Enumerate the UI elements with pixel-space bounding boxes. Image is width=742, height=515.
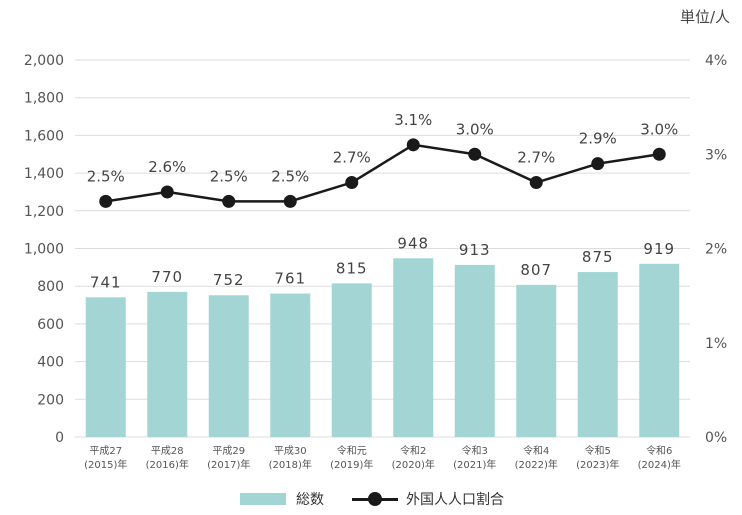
bar [577, 272, 618, 437]
bar-value-label: 919 [643, 240, 675, 258]
bar [147, 291, 188, 437]
x-tick-label: 令和5 [585, 444, 611, 457]
bar-value-label: 948 [397, 234, 429, 252]
x-tick-label-year: (2016)年 [146, 458, 189, 471]
bar [270, 293, 311, 437]
x-tick-label-year: (2021)年 [453, 458, 496, 471]
bar [331, 283, 372, 437]
x-tick-label: 平成28 [151, 445, 184, 457]
x-tick-label-year: (2019)年 [330, 458, 373, 471]
x-tick-label: 令和2 [400, 444, 426, 457]
bar-value-label: 875 [582, 248, 614, 266]
line-value-label: 2.7% [333, 149, 371, 167]
y-right-tick-label: 0% [705, 430, 727, 446]
x-tick-label: 令和4 [523, 444, 549, 457]
bar [454, 264, 495, 437]
bar [208, 295, 249, 437]
line-value-label: 3.0% [640, 120, 678, 138]
y-left-tick-label: 0 [55, 430, 64, 446]
y-left-tick-label: 2,000 [24, 53, 64, 69]
line-value-label: 3.1% [394, 111, 432, 129]
line-value-label: 2.5% [210, 167, 248, 185]
y-right-tick-label: 2% [705, 242, 727, 258]
x-tick-label: 平成29 [212, 445, 245, 457]
line-value-label: 3.0% [456, 120, 494, 138]
x-tick-label: 令和6 [646, 444, 672, 457]
bar [393, 258, 434, 437]
bar [85, 297, 126, 437]
chart-svg: 0 200 400 600 800 1,000 1,200 1,400 1,600 1,800 2,… [24, 53, 727, 471]
line-series [105, 143, 660, 203]
x-tick-label-year: (2015)年 [84, 458, 127, 471]
line-value-label: 2.6% [148, 158, 186, 176]
unit-label: 単位/人 [679, 8, 730, 26]
x-tick-label-year: (2020)年 [392, 458, 435, 471]
line-point [652, 147, 666, 161]
y-left-tick-label: 600 [37, 317, 64, 333]
bar-value-label: 770 [151, 268, 183, 286]
line-point [160, 185, 174, 199]
line-point [99, 194, 113, 208]
line-point [283, 194, 297, 208]
y-left-tick-label: 1,800 [24, 91, 64, 107]
legend-line-swatch [352, 492, 398, 506]
line-point [529, 176, 543, 190]
y-left-tick-label: 200 [37, 392, 64, 408]
legend: 総数 外国人人口割合 [240, 489, 504, 509]
legend-bar-swatch [240, 493, 286, 505]
y-left-tick-label: 400 [37, 355, 64, 371]
x-tick-label: 令和3 [462, 444, 488, 457]
y-left-tick-label: 1,200 [24, 204, 64, 220]
x-tick-label: 平成30 [274, 445, 307, 457]
bar-value-label: 815 [336, 259, 368, 277]
y-left-tick-label: 1,000 [24, 242, 64, 258]
x-tick-label: 令和元 [337, 444, 367, 457]
bar-value-label: 761 [274, 270, 306, 288]
bar-value-label: 741 [90, 273, 122, 291]
y-left-tick-label: 1,600 [24, 128, 64, 144]
bar-value-label: 752 [213, 271, 245, 289]
legend-line-label: 外国人人口割合 [406, 492, 504, 508]
y-right-tick-label: 1% [705, 336, 727, 352]
line-value-label: 2.9% [579, 130, 617, 148]
x-tick-label-year: (2022)年 [515, 458, 558, 471]
bar-value-label: 913 [459, 241, 491, 259]
bar [639, 263, 680, 437]
y-right-tick-label: 3% [705, 147, 727, 163]
line-value-label: 2.5% [87, 167, 125, 185]
line-point [222, 194, 236, 208]
x-tick-label-year: (2023)年 [576, 458, 619, 471]
line-point [406, 138, 420, 152]
x-tick-label-year: (2018)年 [269, 458, 312, 471]
line-value-label: 2.5% [271, 167, 309, 185]
line-value-label: 2.7% [517, 149, 555, 167]
line-point [591, 157, 605, 171]
x-tick-label: 平成27 [89, 445, 122, 457]
y-left-tick-label: 1,400 [24, 166, 64, 182]
y-right-tick-label: 4% [705, 53, 727, 69]
bar-value-label: 807 [520, 261, 552, 279]
line-point [345, 176, 359, 190]
legend-bar-label: 総数 [296, 492, 324, 508]
x-tick-label-year: (2017)年 [207, 458, 250, 471]
x-tick-label-year: (2024)年 [638, 458, 681, 471]
y-left-tick-label: 800 [37, 279, 64, 295]
bar [516, 284, 557, 437]
line-point [468, 147, 482, 161]
